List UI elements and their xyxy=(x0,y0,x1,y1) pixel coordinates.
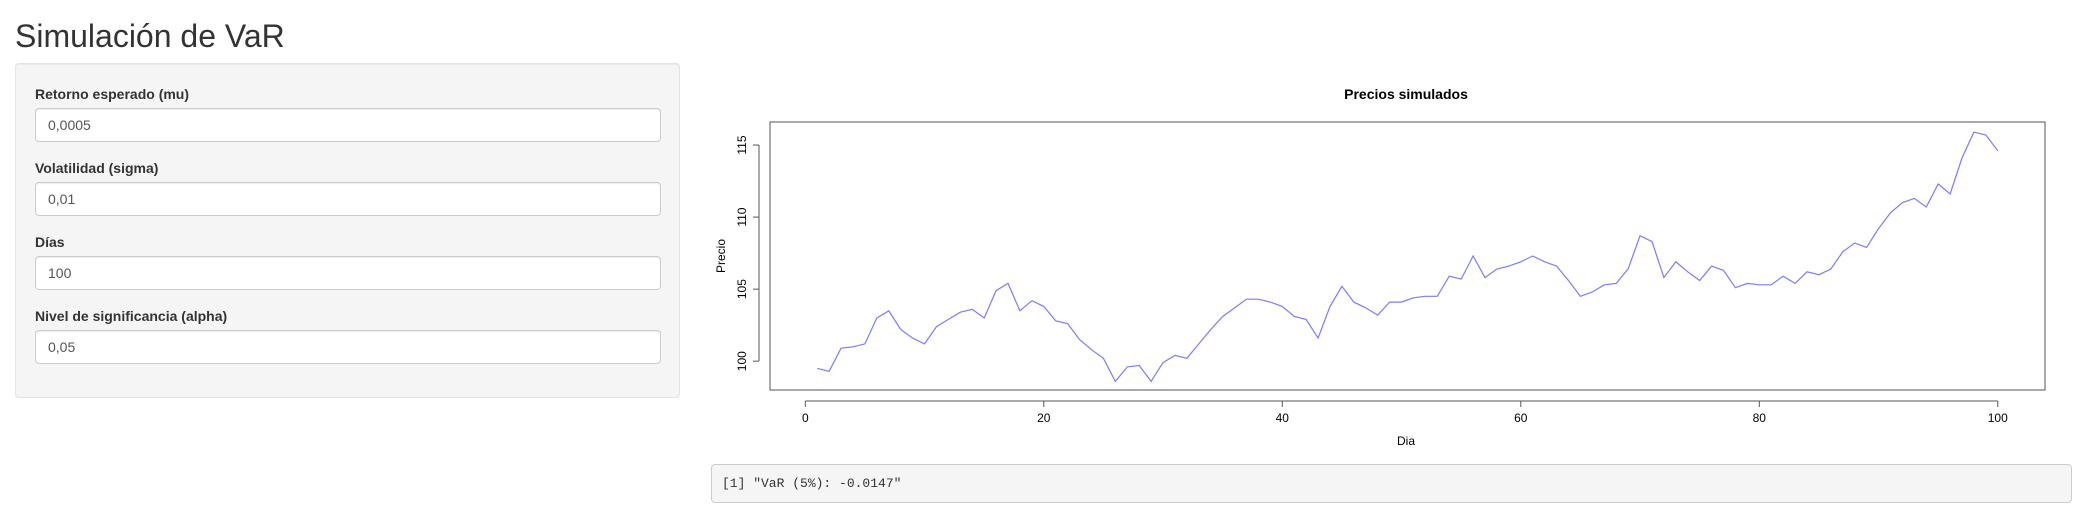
price-chart-svg: Precios simulados Dia Precio 0 20 40 60 80 10… xyxy=(714,86,2046,448)
y-tick-label: 110 xyxy=(735,207,749,226)
mu-label: Retorno esperado (mu) xyxy=(35,86,190,102)
days-input[interactable] xyxy=(35,256,661,290)
x-axis-label: Dia xyxy=(1397,434,1415,448)
sigma-input[interactable] xyxy=(35,182,661,216)
alpha-label: Nivel de significancia (alpha) xyxy=(35,308,228,324)
x-tick-label: 100 xyxy=(1988,411,2008,425)
mu-input[interactable] xyxy=(35,108,661,142)
alpha-input[interactable] xyxy=(35,330,661,364)
var-output: [1] "VaR (5%): -0.0147" xyxy=(711,464,2072,503)
y-axis-label: Precio xyxy=(714,239,728,273)
sidebar-panel: Retorno esperado (mu) Volatilidad (sigma… xyxy=(15,63,680,398)
x-tick-label: 0 xyxy=(802,411,809,425)
x-tick-label: 60 xyxy=(1514,411,1528,425)
price-series-line xyxy=(817,131,1999,383)
plot-frame xyxy=(769,121,2046,391)
sigma-label: Volatilidad (sigma) xyxy=(35,160,159,176)
x-tick-label: 40 xyxy=(1276,411,1290,425)
y-tick-label: 115 xyxy=(735,135,749,154)
price-chart: Precios simulados Dia Precio 0 20 40 60 80 10… xyxy=(711,63,2072,463)
y-tick-label: 105 xyxy=(735,279,749,299)
days-label: Días xyxy=(35,234,65,250)
chart-title: Precios simulados xyxy=(1344,86,1468,102)
x-tick-label: 80 xyxy=(1753,411,1767,425)
x-tick-label: 20 xyxy=(1037,411,1051,425)
y-tick-label: 100 xyxy=(735,351,749,371)
page-title: Simulación de VaR xyxy=(15,18,285,54)
